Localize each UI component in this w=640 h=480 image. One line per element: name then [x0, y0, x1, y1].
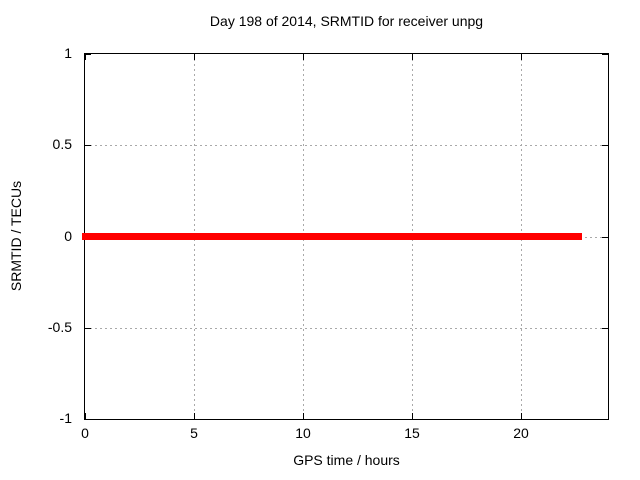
y-tick-mark — [602, 419, 608, 420]
data-line-srmtid — [82, 233, 582, 240]
y-tick-mark — [602, 145, 608, 146]
y-tick-mark — [602, 328, 608, 329]
y-tick-mark — [85, 328, 91, 329]
x-tick-mark — [412, 413, 413, 419]
y-tick-label: -0.5 — [47, 319, 72, 335]
x-tick-label: 15 — [404, 425, 420, 441]
y-tick-label: 0.5 — [52, 136, 72, 152]
x-tick-mark — [412, 54, 413, 60]
x-tick-mark — [521, 54, 522, 60]
y-tick-mark — [85, 54, 91, 55]
x-tick-label: 5 — [190, 425, 198, 441]
y-tick-label: -1 — [59, 410, 72, 426]
x-tick-label: 0 — [81, 425, 89, 441]
y-gridline — [85, 145, 608, 146]
y-gridline — [85, 328, 608, 329]
plot-area — [82, 53, 609, 420]
y-tick-label: 0 — [64, 228, 72, 244]
chart-title: Day 198 of 2014, SRMTID for receiver unp… — [209, 13, 484, 29]
x-tick-mark — [85, 54, 86, 60]
x-tick-label: 20 — [513, 425, 529, 441]
x-tick-mark — [194, 413, 195, 419]
x-tick-mark — [303, 413, 304, 419]
x-tick-mark — [521, 413, 522, 419]
y-tick-mark — [85, 419, 91, 420]
x-axis-label: GPS time / hours — [293, 452, 400, 468]
y-tick-label: 1 — [64, 45, 72, 61]
y-tick-mark — [602, 54, 608, 55]
x-tick-mark — [85, 413, 86, 419]
x-tick-label: 10 — [295, 425, 311, 441]
x-tick-mark — [303, 54, 304, 60]
y-tick-mark — [602, 237, 608, 238]
x-tick-mark — [194, 54, 195, 60]
y-tick-mark — [85, 145, 91, 146]
